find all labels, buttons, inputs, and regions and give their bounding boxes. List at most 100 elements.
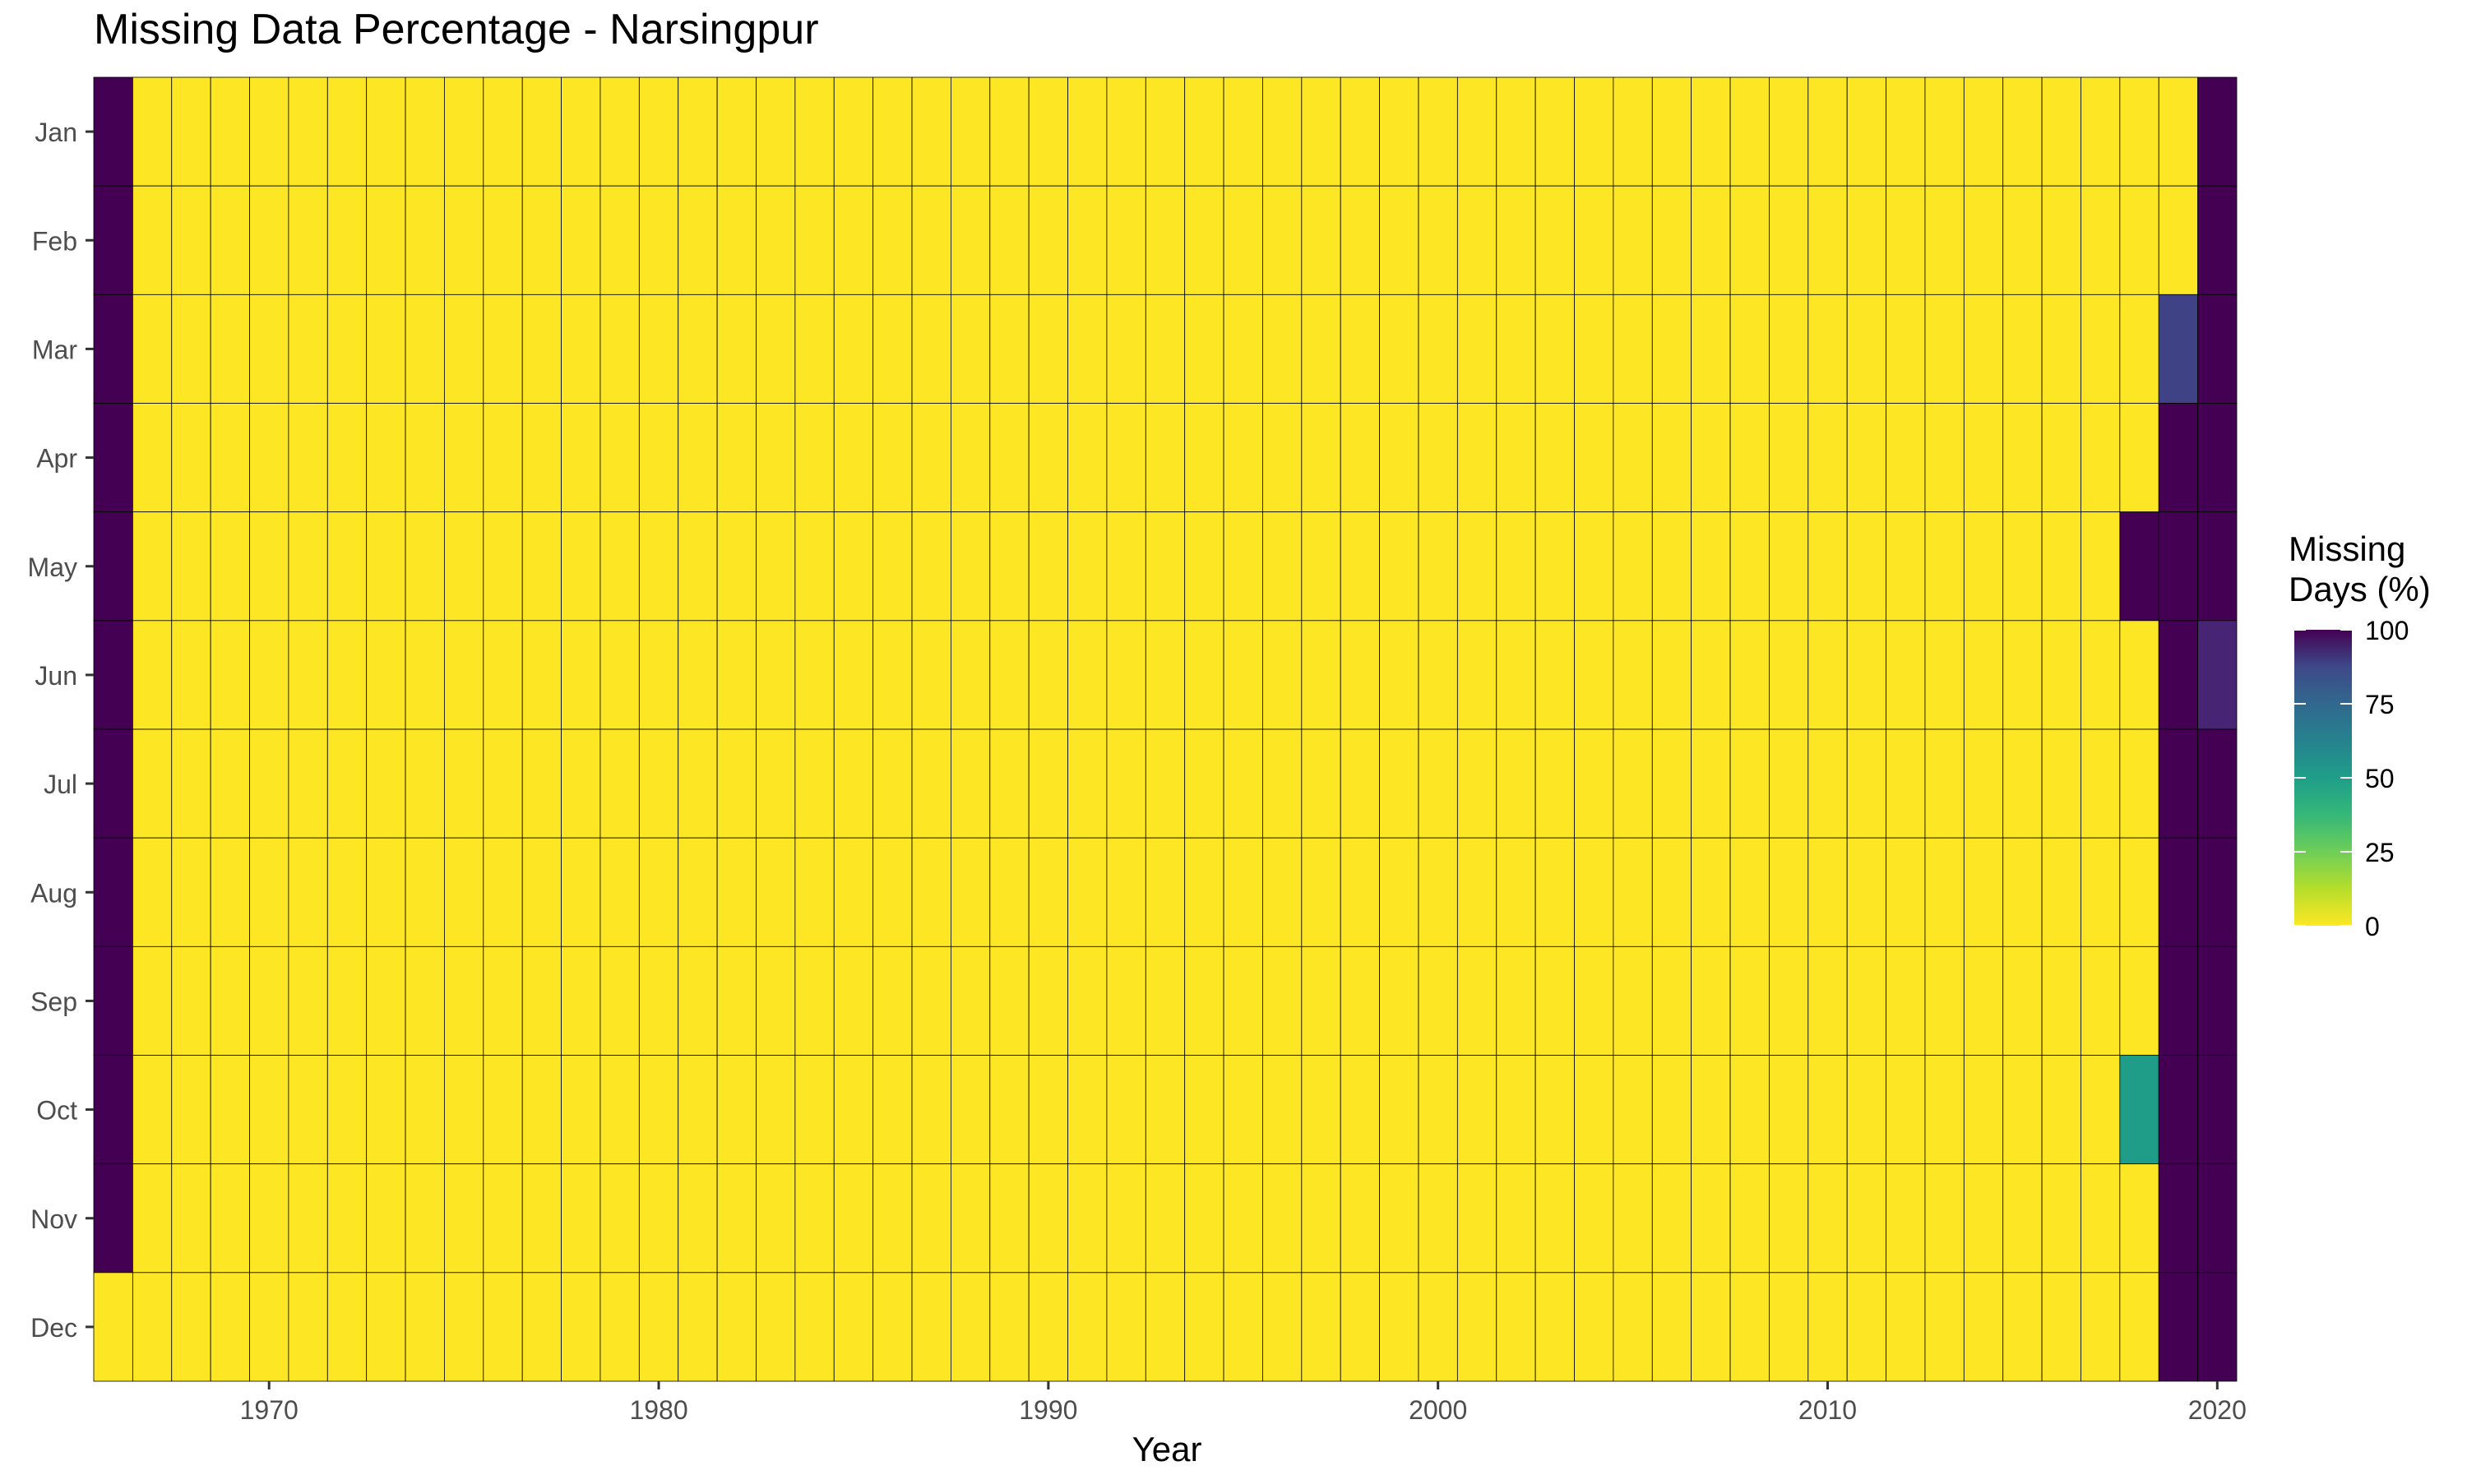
heatmap-cell	[132, 403, 173, 513]
heatmap-cell	[210, 837, 250, 947]
heatmap-cell	[1262, 185, 1303, 295]
heatmap-cell	[444, 403, 484, 513]
heatmap-cell	[1651, 1163, 1692, 1274]
heatmap-cell	[1418, 837, 1458, 947]
heatmap-cell	[1691, 1163, 1731, 1274]
heatmap-cell	[1184, 728, 1224, 839]
heatmap-cell	[1807, 511, 1848, 622]
heatmap-cell	[2119, 294, 2159, 404]
heatmap-cell	[1846, 185, 1886, 295]
heatmap-cell	[1418, 403, 1458, 513]
heatmap-cell	[599, 1055, 640, 1165]
heatmap-cell	[1028, 403, 1068, 513]
heatmap-cell	[2197, 76, 2238, 187]
heatmap-cell	[2158, 294, 2199, 404]
heatmap-cell	[951, 403, 991, 513]
legend-tick-label: 100	[2365, 616, 2409, 645]
heatmap-cell	[1574, 945, 1614, 1056]
heatmap-cell	[2081, 294, 2121, 404]
heatmap-cell	[1886, 728, 1926, 839]
heatmap-cell	[1534, 76, 1575, 187]
heatmap-cell	[1574, 1055, 1614, 1165]
heatmap-cell	[1340, 837, 1380, 947]
heatmap-cell	[911, 1272, 951, 1382]
heatmap-cell	[638, 837, 679, 947]
heatmap-cell	[1456, 620, 1497, 730]
heatmap-cell	[1963, 185, 2004, 295]
heatmap-cell	[1106, 1055, 1146, 1165]
heatmap-cell	[366, 945, 406, 1056]
heatmap-cell	[1729, 1055, 1770, 1165]
heatmap-cell	[1184, 76, 1224, 187]
heatmap-cell	[405, 728, 445, 839]
heatmap-cell	[951, 294, 991, 404]
heatmap-cell	[1807, 837, 1848, 947]
heatmap-cell	[638, 945, 679, 1056]
heatmap-cell	[561, 403, 601, 513]
heatmap-cell	[2158, 620, 2199, 730]
heatmap-cell	[1963, 511, 2004, 622]
heatmap-cell	[1769, 76, 1809, 187]
heatmap-cell	[2081, 76, 2121, 187]
heatmap-cell	[951, 837, 991, 947]
heatmap-cell	[872, 837, 913, 947]
heatmap-cell	[1223, 403, 1263, 513]
heatmap-cell	[638, 294, 679, 404]
heatmap-cell	[872, 403, 913, 513]
heatmap-cell	[1223, 185, 1263, 295]
heatmap-cell	[249, 837, 289, 947]
heatmap-cell	[1769, 403, 1809, 513]
heatmap-cell	[1456, 185, 1497, 295]
heatmap-cell	[132, 1055, 173, 1165]
heatmap-cell	[2119, 185, 2159, 295]
heatmap-cell	[326, 511, 368, 622]
heatmap-cell	[1340, 945, 1380, 1056]
heatmap-cell	[1418, 294, 1458, 404]
heatmap-cell	[171, 1163, 211, 1274]
heatmap-cell	[1729, 837, 1770, 947]
heatmap-cell	[1846, 728, 1886, 839]
heatmap-cell	[1262, 294, 1303, 404]
heatmap-cell	[132, 1163, 173, 1274]
heatmap-cell	[1691, 837, 1731, 947]
heatmap-cell	[132, 620, 173, 730]
heatmap-cell	[326, 945, 368, 1056]
legend-title-line2: Days (%)	[2289, 570, 2431, 608]
heatmap-cell	[638, 620, 679, 730]
legend-tick-label: 25	[2365, 838, 2395, 867]
heatmap-cell	[210, 1272, 250, 1382]
heatmap-cell	[989, 403, 1030, 513]
heatmap-cell	[1613, 620, 1653, 730]
x-tick-label: 1980	[629, 1395, 687, 1425]
heatmap-cell	[1340, 403, 1380, 513]
heatmap-cell	[326, 294, 368, 404]
heatmap-cell	[1418, 620, 1458, 730]
heatmap-cell	[366, 1055, 406, 1165]
heatmap-cell	[794, 945, 835, 1056]
heatmap-cell	[1613, 728, 1653, 839]
heatmap-cell	[1067, 620, 1108, 730]
heatmap-cell	[326, 728, 368, 839]
heatmap-cell	[326, 403, 368, 513]
heatmap-cell	[756, 1272, 796, 1382]
heatmap-cell	[911, 1163, 951, 1274]
heatmap-cell	[833, 511, 874, 622]
heatmap-cell	[678, 1163, 718, 1274]
heatmap-cell	[1301, 1055, 1341, 1165]
heatmap-cell	[171, 294, 211, 404]
heatmap-cell	[951, 945, 991, 1056]
heatmap-cell	[1807, 1272, 1848, 1382]
y-tick-label: May	[28, 552, 77, 582]
heatmap-cell	[1067, 1272, 1108, 1382]
heatmap-cell	[288, 945, 328, 1056]
heatmap-cell	[1574, 403, 1614, 513]
heatmap-cell	[288, 837, 328, 947]
heatmap-cell	[444, 1272, 484, 1382]
heatmap-cell	[756, 1163, 796, 1274]
heatmap-cell	[1456, 511, 1497, 622]
heatmap-cell	[1807, 1055, 1848, 1165]
heatmap-cell	[2041, 76, 2081, 187]
heatmap-cell	[2041, 1272, 2081, 1382]
